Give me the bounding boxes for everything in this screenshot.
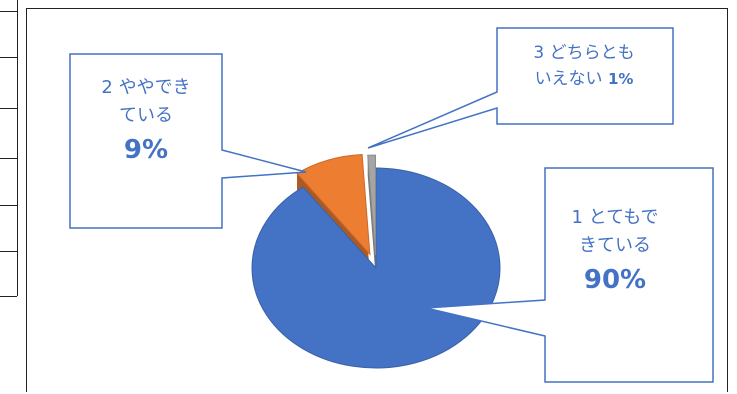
- data-label-1-pct: 90%: [583, 264, 647, 295]
- data-label-2: 2 ややでき ている 9%: [74, 74, 218, 170]
- table-rule: [0, 11, 17, 12]
- table-rule: [0, 251, 17, 252]
- data-label-2-line1: 2 ややでき: [101, 77, 191, 98]
- table-rule: [0, 108, 17, 109]
- callout-box-3: [367, 27, 674, 149]
- data-label-3-line2: いえない: [534, 69, 603, 90]
- callout-box-2: [69, 53, 307, 229]
- data-label-3-pct: 1%: [607, 70, 634, 89]
- pie-slice-1: [251, 167, 501, 369]
- table-rule: [0, 296, 17, 297]
- data-label-1-line2: きている: [579, 234, 651, 256]
- data-label-1: 1 とてもで きている 90%: [548, 204, 682, 300]
- data-label-2-pct: 9%: [123, 134, 169, 165]
- table-rule: [0, 205, 17, 206]
- pie-top-layer: [251, 154, 501, 369]
- data-label-3-line1: 3 どちらとも: [533, 43, 635, 63]
- pie-slice-2: [296, 154, 371, 256]
- partial-table: [0, 0, 18, 297]
- table-rule: [0, 57, 17, 58]
- callout-shapes: [69, 27, 714, 383]
- callout-box-1: [425, 167, 714, 383]
- data-label-2-line2: ている: [119, 104, 173, 126]
- data-label-1-line1: 1 とてもで: [571, 207, 659, 228]
- pie-slice-3: [367, 154, 376, 256]
- data-label-3-line2-row: いえない 1%: [500, 66, 668, 92]
- table-rule: [0, 158, 17, 159]
- data-label-3: 3 どちらとも いえない 1%: [500, 40, 668, 93]
